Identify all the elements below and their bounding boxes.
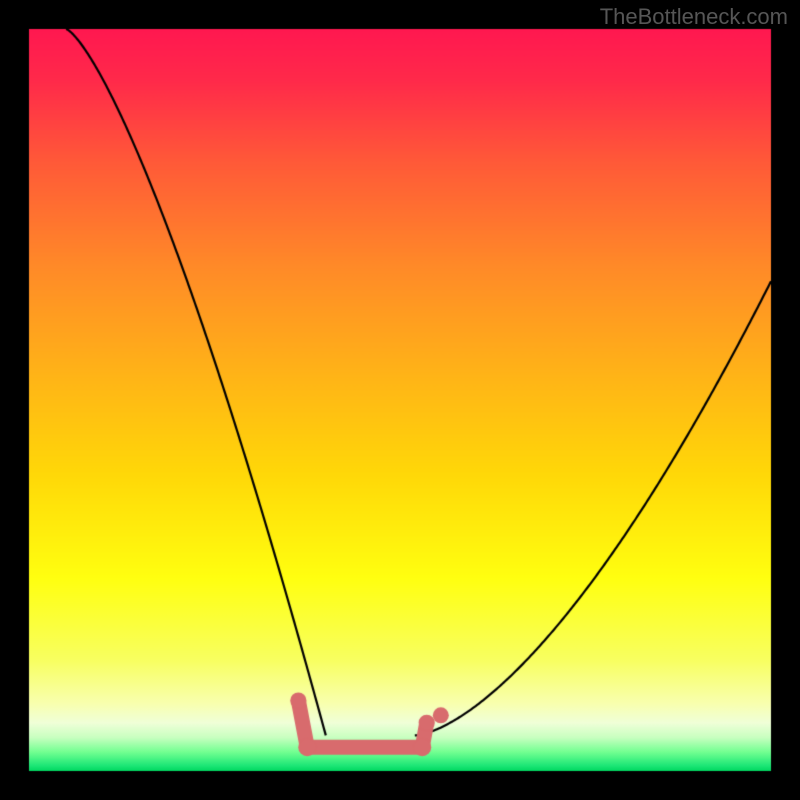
chart-container: TheBottleneck.com [0,0,800,800]
attribution-text: TheBottleneck.com [600,4,788,30]
bottleneck-curve-chart [0,0,800,800]
